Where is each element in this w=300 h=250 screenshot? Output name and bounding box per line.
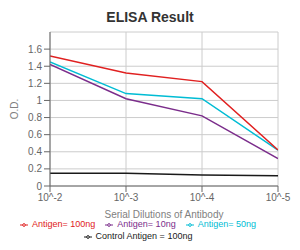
svg-text:1: 1 [36, 95, 42, 106]
svg-text:0.8: 0.8 [28, 112, 42, 123]
svg-text:1.2: 1.2 [28, 78, 42, 89]
html-text:ELISA Result: ELISA Result [106, 9, 194, 25]
svg-text:0.4: 0.4 [28, 146, 42, 157]
svg-text:Serial Dilutions of Antibody: Serial Dilutions of Antibody [105, 209, 224, 220]
svg-text:10^-3: 10^-3 [114, 192, 139, 203]
html-text:Antigen= 50ng: Antigen= 50ng [197, 219, 256, 229]
svg-text:10^-4: 10^-4 [190, 192, 215, 203]
svg-text:1.4: 1.4 [28, 61, 42, 72]
svg-text:1.6: 1.6 [28, 44, 42, 55]
svg-text:0: 0 [36, 181, 42, 192]
html-text:Control Antigen = 100ng: Control Antigen = 100ng [95, 231, 193, 241]
svg-text:O.D.: O.D. [9, 99, 20, 120]
svg-text:10^-5: 10^-5 [266, 192, 291, 203]
svg-text:10^-2: 10^-2 [38, 192, 63, 203]
html-text:Antigen= 10ng: Antigen= 10ng [117, 219, 176, 229]
svg-text:0.2: 0.2 [28, 163, 42, 174]
html-text:Antigen= 100ng: Antigen= 100ng [32, 219, 96, 229]
svg-text:0.6: 0.6 [28, 129, 42, 140]
